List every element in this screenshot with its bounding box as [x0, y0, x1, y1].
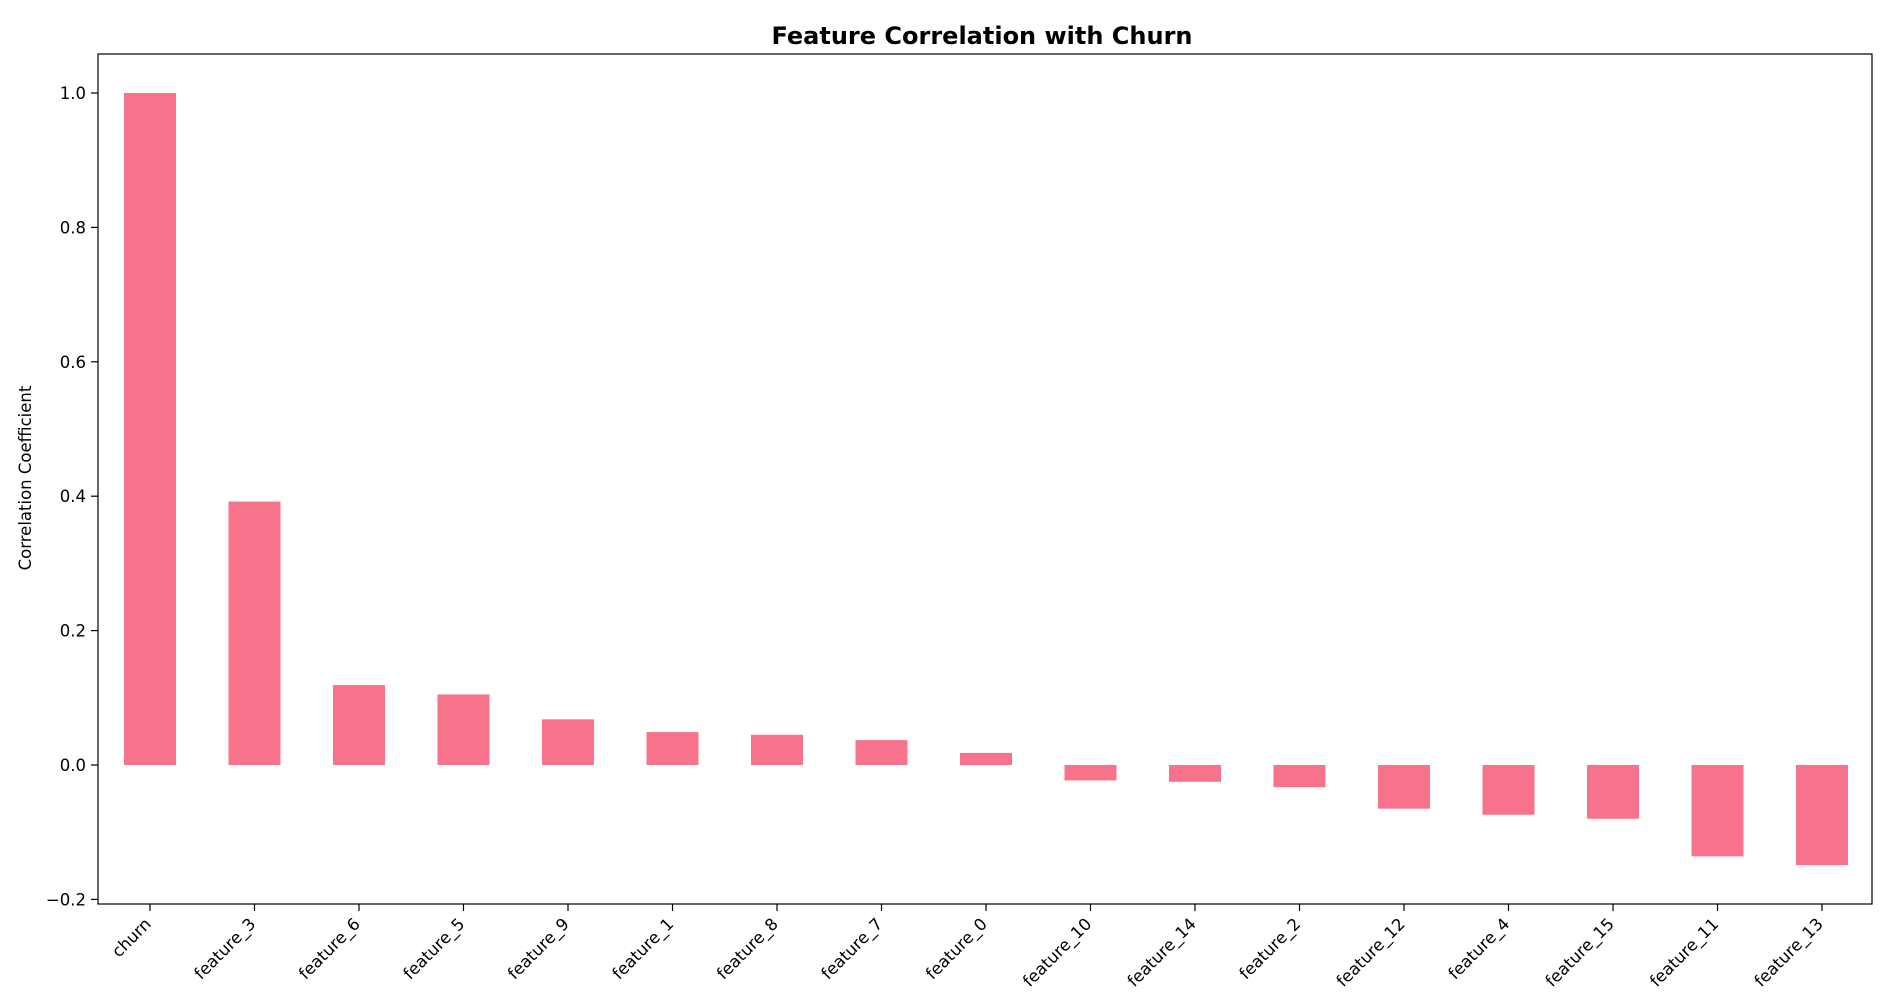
bar-feature-3 — [228, 501, 281, 765]
bar-feature-13 — [1796, 765, 1848, 866]
y-tick-label: 0.6 — [60, 353, 86, 372]
x-tick-label: churn — [108, 914, 155, 961]
x-tick-label: feature_13 — [1751, 914, 1828, 991]
x-tick-label: feature_15 — [1542, 914, 1619, 991]
x-axis: churn feature_3 feature_6 feature_5 feature_… — [108, 904, 1828, 991]
x-tick-label: feature_11 — [1646, 914, 1723, 991]
bar-feature-4 — [1482, 765, 1535, 815]
bar-feature-5 — [437, 694, 490, 765]
y-tick-label: 1.0 — [60, 84, 86, 103]
x-tick-label: feature_8 — [713, 914, 783, 984]
y-tick-label: 0.2 — [60, 622, 86, 641]
y-tick-label: 0.4 — [60, 487, 86, 506]
bar-feature-0 — [960, 752, 1012, 765]
bar-feature-8 — [751, 734, 803, 765]
bar-feature-6 — [333, 685, 385, 765]
x-tick-label: feature_3 — [191, 914, 261, 984]
bar-feature-7 — [855, 740, 908, 765]
x-tick-label: feature_4 — [1445, 914, 1515, 984]
bar-feature-2 — [1273, 765, 1326, 788]
x-tick-label: feature_14 — [1124, 914, 1201, 991]
chart-title: Feature Correlation with Churn — [771, 22, 1192, 50]
x-tick-label: feature_10 — [1019, 914, 1096, 991]
bars-layer — [124, 93, 1848, 866]
x-tick-label: feature_2 — [1236, 914, 1306, 984]
bar-feature-1 — [646, 732, 699, 765]
x-tick-label: feature_1 — [609, 914, 679, 984]
x-tick-label: feature_12 — [1333, 914, 1410, 991]
y-axis: −0.2 0.0 0.2 0.4 0.6 0.8 1.0 — [46, 84, 98, 909]
bar-feature-11 — [1691, 765, 1744, 857]
plot-frame — [97, 53, 1873, 905]
y-axis-label: Correlation Coefficient — [16, 385, 35, 570]
bar-feature-15 — [1587, 765, 1639, 819]
bar-feature-14 — [1169, 765, 1221, 782]
bar-feature-10 — [1064, 765, 1117, 781]
bar-churn — [124, 93, 176, 765]
bar-feature-9 — [542, 719, 594, 765]
y-tick-label: 0.8 — [60, 218, 86, 237]
x-tick-label: feature_0 — [922, 914, 992, 984]
x-tick-label: feature_6 — [295, 914, 365, 984]
y-tick-label: −0.2 — [46, 890, 86, 909]
bar-feature-12 — [1378, 765, 1430, 809]
x-tick-label: feature_5 — [400, 914, 470, 984]
x-tick-label: feature_9 — [504, 914, 574, 984]
x-tick-label: feature_7 — [818, 914, 888, 984]
y-tick-label: 0.0 — [60, 756, 86, 775]
